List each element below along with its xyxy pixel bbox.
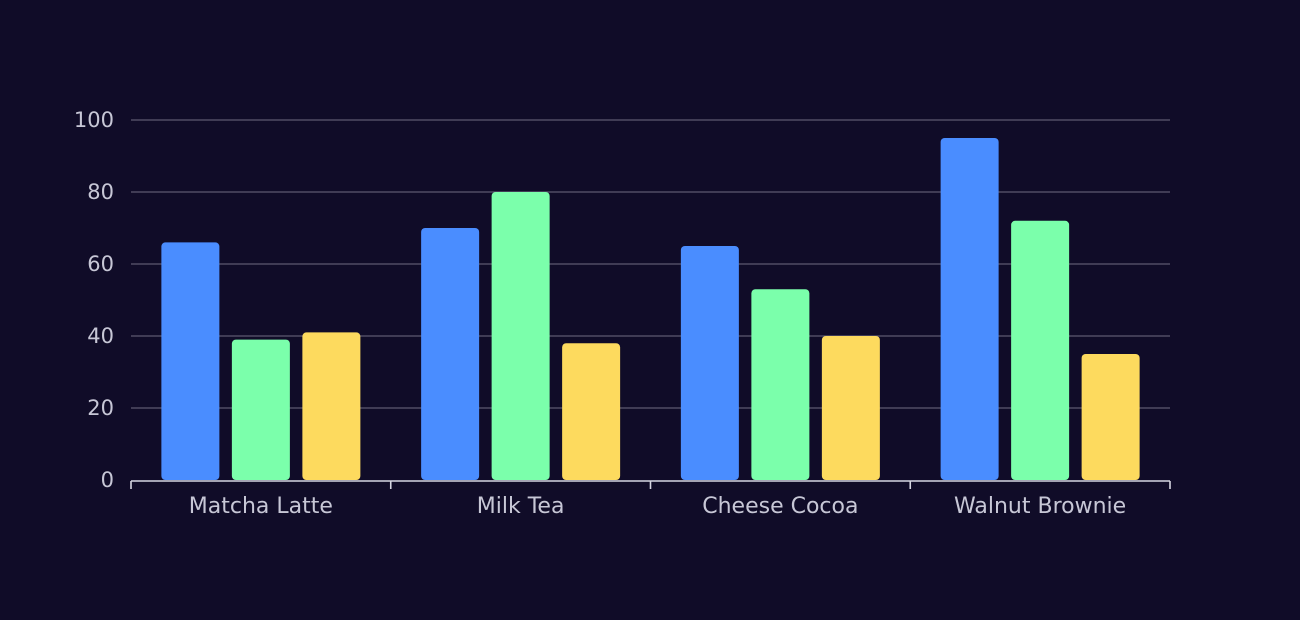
y-tick-label: 80	[87, 180, 114, 204]
bar-matcha-latte-series-3[interactable]	[302, 332, 361, 480]
y-tick-label: 60	[87, 252, 114, 276]
x-category-label: Matcha Latte	[189, 494, 333, 519]
y-tick-label: 40	[87, 324, 114, 348]
y-tick-label: 20	[87, 396, 114, 420]
bar-walnut-brownie-series-1[interactable]	[940, 138, 999, 480]
x-category-label: Walnut Brownie	[954, 494, 1126, 519]
y-tick-label: 100	[74, 108, 114, 132]
bar-cheese-cocoa-series-1[interactable]	[680, 246, 739, 480]
bar-milk-tea-series-2[interactable]	[491, 192, 550, 480]
y-tick-label: 0	[101, 468, 114, 492]
bars	[161, 138, 1140, 481]
bar-milk-tea-series-1[interactable]	[421, 228, 480, 480]
bar-matcha-latte-series-2[interactable]	[231, 339, 290, 480]
bar-walnut-brownie-series-2[interactable]	[1011, 220, 1070, 481]
bar-cheese-cocoa-series-2[interactable]	[751, 289, 810, 480]
x-category-label: Cheese Cocoa	[702, 494, 858, 519]
bar-matcha-latte-series-1[interactable]	[161, 242, 220, 480]
x-category-label: Milk Tea	[477, 494, 565, 519]
bar-cheese-cocoa-series-3[interactable]	[821, 336, 880, 480]
y-axis-tick-labels: 0 20 40 60 80 100	[74, 108, 114, 492]
bar-milk-tea-series-3[interactable]	[562, 343, 621, 480]
x-axis	[130, 480, 1171, 489]
x-axis-category-labels: Matcha Latte Milk Tea Cheese Cocoa Walnut B…	[189, 494, 1126, 519]
bar-walnut-brownie-series-3[interactable]	[1081, 354, 1140, 480]
